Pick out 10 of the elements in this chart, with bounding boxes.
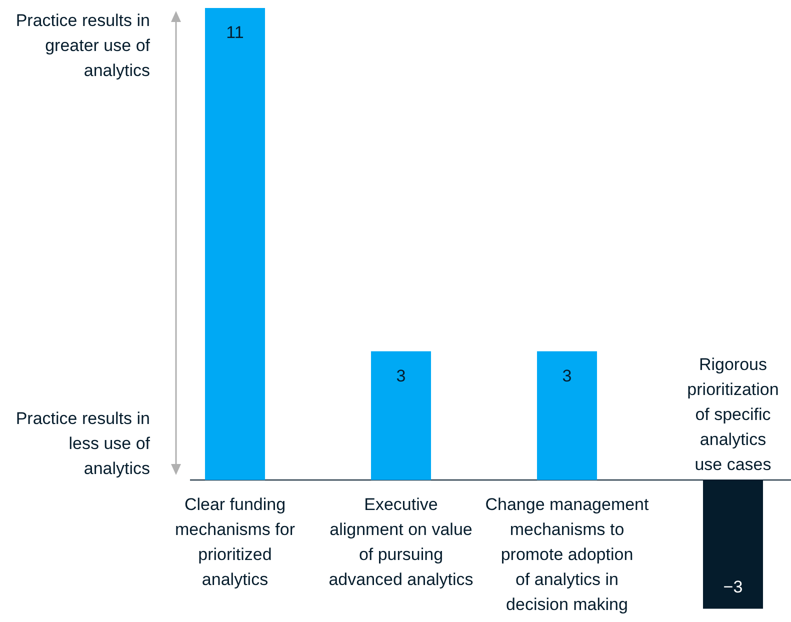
data-label: 3 <box>396 366 406 386</box>
x-tick-label: Change management mechanisms to promote adoption of analytics in decision making <box>485 495 650 614</box>
text: Practice results in greater use of analytics <box>16 11 150 80</box>
data-label: −3 <box>723 578 743 597</box>
x-tick-label: Rigorous prioritization of specific analytics use cases <box>687 355 779 474</box>
data-label: 3 <box>562 366 572 386</box>
data-label: 11 <box>226 23 244 42</box>
text: Practice results in less use of analytics <box>16 409 150 478</box>
x-tick-label: Executive alignment on value of pursuing advanced analytics <box>328 495 474 589</box>
x-tick-label: Clear funding mechanisms for prioritized analytics <box>175 495 296 589</box>
